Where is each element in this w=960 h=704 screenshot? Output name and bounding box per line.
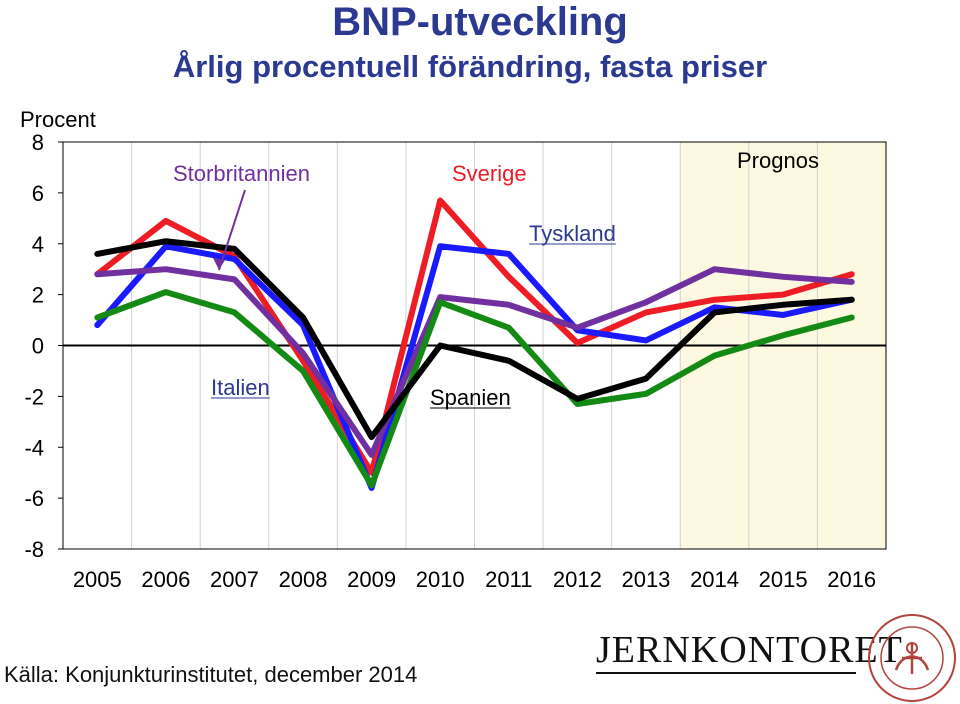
y-tick-label: 8 <box>32 130 44 155</box>
y-tick-label: -4 <box>24 435 44 460</box>
series-label-spanien: Spanien <box>430 385 511 410</box>
y-axis-label: Procent <box>20 107 96 132</box>
forecast-label: Prognos <box>737 148 819 173</box>
y-tick-label: 6 <box>32 181 44 206</box>
y-tick-labels: -8 -6 -4 -2 0 2 4 6 8 <box>24 130 63 562</box>
x-tick-label: 2006 <box>141 567 190 592</box>
y-tick-label: -8 <box>24 537 44 562</box>
x-tick-label: 2009 <box>347 567 396 592</box>
series-label-storbritannien: Storbritannien <box>173 161 310 186</box>
x-tick-label: 2015 <box>759 567 808 592</box>
series-label-italien: Italien <box>211 375 270 400</box>
series-labels: Sverige Tyskland Storbritannien Italien Span… <box>173 161 616 410</box>
x-tick-label: 2016 <box>827 567 876 592</box>
source-note: Källa: Konjunkturinstitutet, december 20… <box>4 662 418 687</box>
y-tick-label: 4 <box>32 232 44 257</box>
chart-title: BNP-utveckling <box>332 0 628 44</box>
x-tick-label: 2010 <box>416 567 465 592</box>
label-arrow <box>218 189 246 271</box>
x-tick-label: 2011 <box>485 567 532 592</box>
x-tick-label: 2012 <box>553 567 602 592</box>
label-arrowhead <box>213 258 225 270</box>
chart-subtitle: Årlig procentuell förändring, fasta pris… <box>172 49 768 84</box>
x-tick-label: 2013 <box>621 567 670 592</box>
y-tick-label: -2 <box>24 384 44 409</box>
jernkontoret-logo: JERNKONTORET <box>596 629 903 671</box>
x-tick-labels: 2005 2006 2007 2008 2009 2010 2011 2012 2013 2014… <box>73 567 876 592</box>
series-label-sverige: Sverige <box>452 161 527 186</box>
x-tick-label: 2008 <box>279 567 328 592</box>
x-tick-label: 2014 <box>690 567 739 592</box>
y-tick-label: 2 <box>32 283 44 308</box>
y-tick-label: -6 <box>24 486 44 511</box>
logo-underline <box>596 672 856 674</box>
series-label-tyskland: Tyskland <box>529 221 616 246</box>
series-line-italien <box>94 289 855 489</box>
x-tick-label: 2005 <box>73 567 122 592</box>
jernkontoret-seal <box>868 614 956 702</box>
x-tick-label: 2007 <box>210 567 259 592</box>
series-line-storbritannien <box>94 266 855 458</box>
y-tick-label: 0 <box>32 334 44 359</box>
series-line-spanien <box>94 238 855 441</box>
